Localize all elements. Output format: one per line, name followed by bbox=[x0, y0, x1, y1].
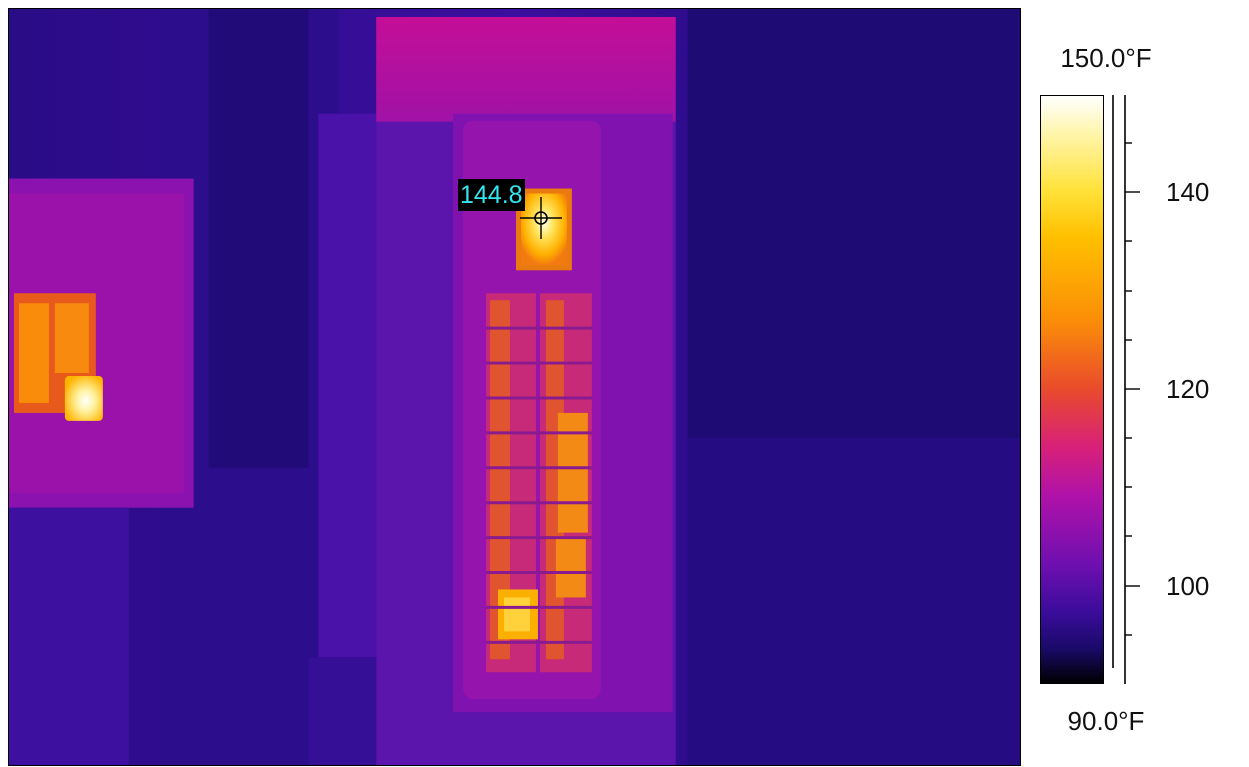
spot-crosshair-icon[interactable] bbox=[520, 197, 562, 239]
scale-min-label: 90.0°F bbox=[1067, 706, 1145, 736]
scale-tick-label: 100 bbox=[1166, 571, 1210, 601]
scale-tick-label: 120 bbox=[1166, 374, 1210, 404]
scale-tick-label: 140 bbox=[1166, 177, 1210, 207]
temperature-colorbar bbox=[1040, 95, 1104, 684]
thermal-image[interactable] bbox=[8, 8, 1021, 766]
spot-temperature-label: 144.8 bbox=[458, 179, 525, 211]
thermal-scene bbox=[9, 9, 1020, 765]
scale-max-label: 150.0°F bbox=[1060, 43, 1152, 73]
scale-axis bbox=[1112, 95, 1140, 684]
